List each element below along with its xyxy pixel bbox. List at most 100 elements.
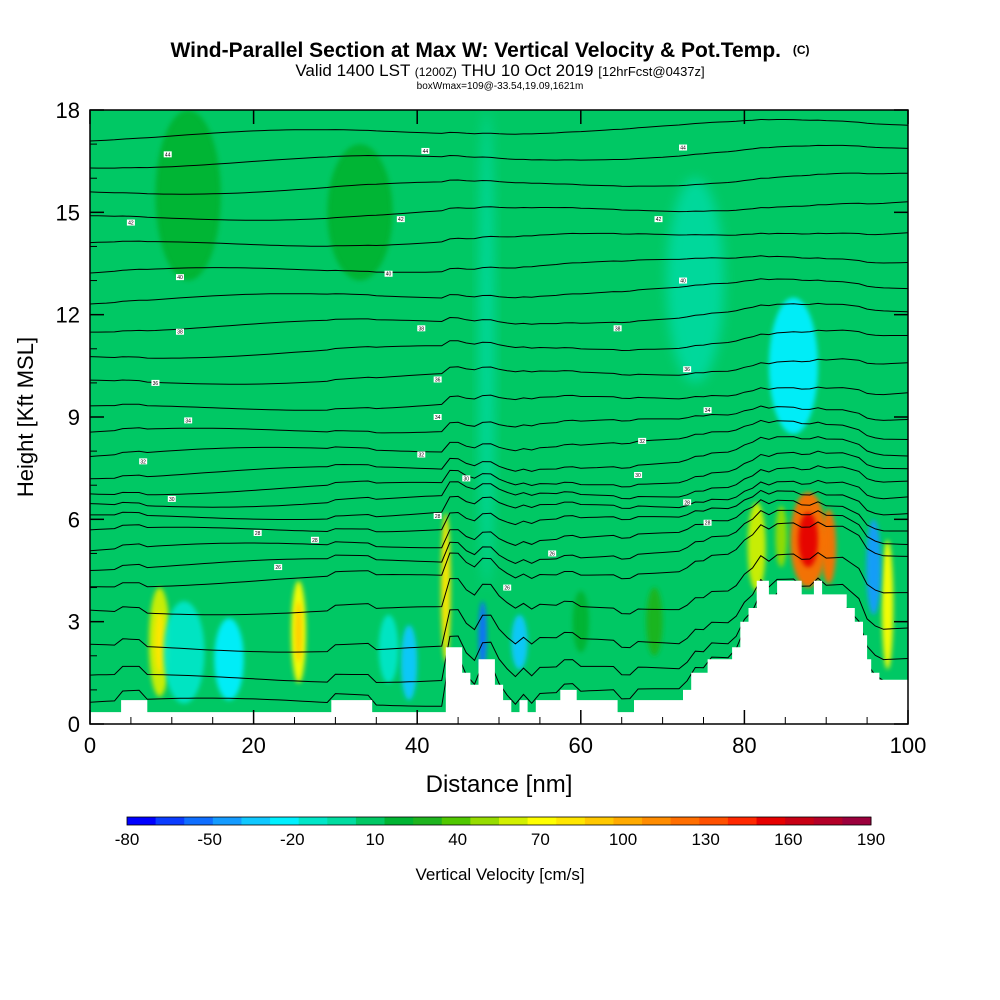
- y-tick-label: 3: [68, 610, 80, 635]
- colorbar-swatch: [270, 817, 300, 825]
- isentrope-label: 36: [683, 366, 692, 373]
- isentrope-line: [90, 232, 908, 247]
- colorbar-swatch: [470, 817, 500, 825]
- isentrope-label: 36: [433, 376, 442, 383]
- isentrope-line: [90, 255, 908, 274]
- isentrope-label: 42: [396, 216, 405, 223]
- isentrope-line: [90, 479, 908, 520]
- x-axis-label: Distance [nm]: [426, 771, 573, 798]
- colorbar-frame: [126, 816, 872, 826]
- isentrope-label-text: 28: [435, 514, 441, 520]
- isentrope-label-text: 44: [680, 146, 686, 152]
- isentrope-label-text: 30: [635, 473, 641, 479]
- isentrope-label-text: 38: [615, 326, 621, 332]
- isentrope-label: 26: [548, 550, 557, 557]
- colorbar-tick-label: -20: [280, 830, 305, 849]
- y-tick-label: 12: [56, 303, 80, 328]
- velocity-cell: [479, 110, 495, 588]
- y-tick-label: 6: [68, 507, 80, 532]
- colorbar-swatch: [413, 817, 443, 825]
- velocity-cell: [400, 625, 418, 701]
- isentrope-line: [90, 405, 908, 434]
- colorbar-tick-label: 190: [857, 830, 885, 849]
- isentrope-label-text: 28: [705, 521, 711, 527]
- isentrope-label: 40: [384, 270, 393, 278]
- isentrope-label: 38: [613, 325, 622, 332]
- isentrope-label-text: 34: [705, 408, 711, 414]
- isentrope-label: 26: [503, 584, 512, 592]
- velocity-cell: [163, 601, 205, 704]
- isentrope-line: [90, 489, 908, 533]
- isentrope-line: [90, 419, 908, 457]
- velocity-cell: [768, 297, 819, 435]
- isentropes: [90, 118, 908, 707]
- isentrope-line: [90, 577, 908, 653]
- x-tick-label: 100: [890, 733, 927, 758]
- isentrope-line: [90, 278, 908, 305]
- colorbar-swatch: [813, 817, 843, 825]
- velocity-cell: [572, 590, 589, 653]
- y-tick-label: 15: [56, 200, 80, 225]
- velocity-cell: [327, 144, 393, 281]
- colorbar-swatch: [642, 817, 672, 825]
- colorbar-swatch: [212, 817, 242, 825]
- isentrope-line: [90, 144, 908, 169]
- isentrope-label: 38: [417, 325, 426, 332]
- isentrope-labels: 44 44 44 42 42 42 40 40 40 38 38 38 36 36 36 34 34 34 32 32…: [126, 144, 712, 592]
- isentrope-line: [90, 118, 908, 142]
- velocity-cell: [214, 618, 244, 701]
- isentrope-label: 44: [421, 147, 430, 155]
- isentrope-label: 40: [679, 277, 688, 285]
- isentrope-label-text: 44: [423, 149, 429, 155]
- isentrope-label-text: 40: [177, 275, 183, 281]
- isentrope-label-text: 32: [140, 459, 146, 465]
- isentrope-label-text: 38: [419, 326, 425, 332]
- chart-title: Wind-Parallel Section at Max W: Vertical…: [170, 39, 809, 62]
- velocity-cell: [866, 519, 882, 615]
- isentrope-label-text: 30: [463, 476, 469, 482]
- isentrope-line: [90, 302, 908, 333]
- isentrope-label: 28: [703, 519, 712, 527]
- colorbar-swatch: [327, 817, 357, 825]
- isentrope-label-text: 42: [128, 221, 134, 227]
- isentrope-label-text: 34: [185, 418, 191, 424]
- isentrope-label-text: 34: [435, 415, 441, 421]
- isentrope-label-text: 38: [177, 330, 183, 336]
- chart-subtitle: Valid 1400 LST (1200Z) THU 10 Oct 2019 […: [295, 61, 704, 80]
- isentrope-label-text: 32: [419, 453, 425, 459]
- isentrope-label: 30: [462, 475, 471, 482]
- isentrope-line: [90, 329, 908, 359]
- velocity-cell: [881, 539, 894, 670]
- isentrope-label-text: 28: [255, 531, 261, 537]
- colorbar-swatch: [699, 817, 729, 825]
- y-tick-label: 9: [68, 405, 80, 430]
- velocity-cell: [155, 110, 221, 281]
- isentrope-label-text: 28: [312, 538, 318, 544]
- colorbar-tick-label: 100: [609, 830, 637, 849]
- isentrope-label-text: 36: [153, 381, 159, 387]
- colorbar-swatch: [613, 817, 643, 825]
- colorbar-tick-label: 10: [366, 830, 385, 849]
- isentrope-label: 44: [163, 151, 172, 158]
- isentrope-label: 32: [417, 451, 426, 459]
- colorbar-swatch: [155, 817, 185, 825]
- colorbar-tick-label: 70: [531, 830, 550, 849]
- isentrope-line: [90, 201, 908, 221]
- isentrope-label: 26: [274, 564, 283, 571]
- colorbar-swatch: [127, 817, 157, 825]
- velocity-cell: [798, 512, 819, 568]
- isentrope-label: 32: [139, 458, 148, 465]
- colorbar-tick-label: -50: [197, 830, 222, 849]
- isentrope-line: [90, 436, 908, 480]
- isentrope-label-text: 26: [549, 551, 555, 557]
- isentrope-line: [90, 358, 908, 385]
- isentrope-label: 34: [184, 417, 193, 424]
- colorbar-swatch: [241, 817, 271, 825]
- isentrope-label: 28: [433, 512, 442, 520]
- colorbar-tick-label: -80: [115, 830, 140, 849]
- colorbar-tick-label: 160: [774, 830, 802, 849]
- isentrope-label-text: 44: [165, 152, 171, 158]
- colorbar-swatch: [584, 817, 614, 825]
